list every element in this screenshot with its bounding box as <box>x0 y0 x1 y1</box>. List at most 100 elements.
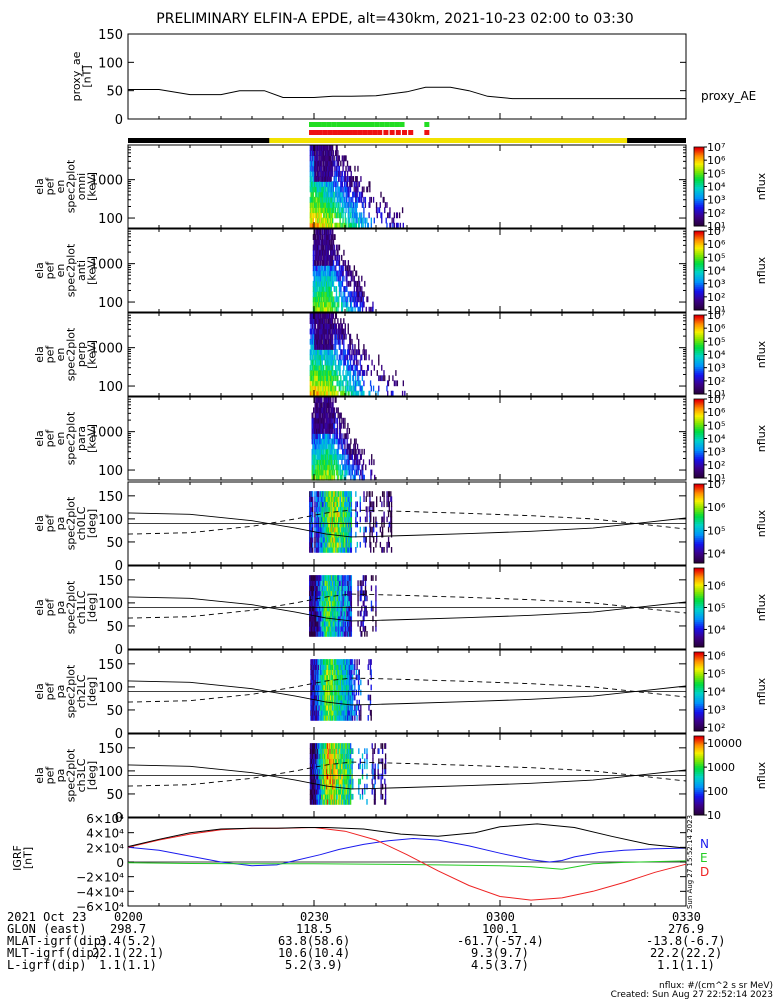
heatmap-cell <box>336 407 337 413</box>
heatmap-cell <box>335 187 336 193</box>
heatmap-cell <box>334 439 335 445</box>
heatmap-cell <box>340 355 341 361</box>
heatmap-cell <box>340 161 341 167</box>
heatmap-cell <box>345 601 346 607</box>
heatmap-cell <box>370 547 371 553</box>
heatmap-cell <box>331 239 332 245</box>
heatmap-cell <box>377 370 378 376</box>
heatmap-cell <box>335 449 336 455</box>
ytick-label: 50 <box>106 536 123 551</box>
heatmap-cell <box>313 407 314 413</box>
heatmap-cell <box>338 501 339 507</box>
heatmap-cell <box>317 218 318 224</box>
heatmap-cell <box>338 491 339 497</box>
heatmap-cell <box>334 176 335 182</box>
heatmap-cell <box>319 365 320 371</box>
heatmap-cell <box>339 631 340 637</box>
heatmap-cell <box>361 355 362 361</box>
heatmap-cell <box>357 166 358 172</box>
science-flag-red <box>347 130 352 135</box>
heatmap-cell <box>362 464 363 470</box>
colorbar-tick-label: 10² <box>707 459 725 472</box>
heatmap-cell <box>333 155 334 161</box>
heatmap-cell <box>312 506 313 512</box>
heatmap-cell <box>349 349 350 355</box>
heatmap-cell <box>347 449 348 455</box>
heatmap-cell <box>313 250 314 256</box>
heatmap-cell <box>383 517 384 523</box>
heatmap-cell <box>320 229 321 235</box>
heatmap-cell <box>337 255 338 261</box>
heatmap-cell <box>342 296 343 302</box>
heatmap-cell <box>319 239 320 245</box>
heatmap-cell <box>380 542 381 548</box>
heatmap-cell <box>328 229 329 235</box>
heatmap-cell <box>322 181 323 187</box>
heatmap-cell <box>392 218 393 224</box>
heatmap-cell <box>345 380 346 386</box>
heatmap-cell <box>325 334 326 340</box>
heatmap-cell <box>344 418 345 424</box>
heatmap-cell <box>336 313 337 319</box>
heatmap-cell <box>325 318 326 324</box>
ae-tick-label: 50 <box>106 85 123 100</box>
heatmap-cell <box>348 212 349 218</box>
heatmap-cell <box>351 537 352 543</box>
heatmap-cell <box>397 212 398 218</box>
heatmap-cell <box>339 575 340 581</box>
heatmap-cell <box>339 606 340 612</box>
heatmap-cell <box>315 260 316 266</box>
heatmap-cell <box>368 212 369 218</box>
heatmap-cell <box>366 491 367 497</box>
heatmap-cell <box>346 375 347 381</box>
heatmap-cell <box>348 192 349 198</box>
heatmap-cell <box>332 229 333 235</box>
heatmap-cell <box>343 631 344 637</box>
colorbar-tick-label: 10⁶ <box>707 406 726 419</box>
heatmap-cell <box>310 334 311 340</box>
heatmap-cell <box>343 192 344 198</box>
heatmap-cell <box>360 527 361 533</box>
heatmap-cell <box>336 187 337 193</box>
heatmap-cell <box>321 212 322 218</box>
ytick-label: 0 <box>115 559 123 574</box>
heatmap-cell <box>351 181 352 187</box>
heatmap-cell <box>352 365 353 371</box>
heatmap-cell <box>343 271 344 277</box>
heatmap-cell <box>363 187 364 193</box>
heatmap-cell <box>311 349 312 355</box>
heatmap-cell <box>365 585 366 591</box>
heatmap-cell <box>362 375 363 381</box>
heatmap-cell <box>335 265 336 271</box>
heatmap-cell <box>321 402 322 408</box>
heatmap-cell <box>326 302 327 308</box>
heatmap-cell <box>332 349 333 355</box>
science-flag-green <box>321 122 326 127</box>
heatmap-cell <box>330 229 331 235</box>
heatmap-cell <box>339 176 340 182</box>
heatmap-cell <box>389 522 390 528</box>
heatmap-cell <box>320 433 321 439</box>
heatmap-cell <box>383 496 384 502</box>
heatmap-cell <box>342 444 343 450</box>
heatmap-cell <box>354 286 355 292</box>
heatmap-cell <box>337 271 338 277</box>
heatmap-cell <box>354 276 355 282</box>
heatmap-cell <box>314 522 315 528</box>
heatmap-cell <box>383 197 384 203</box>
heatmap-cell <box>311 375 312 381</box>
heatmap-cell <box>310 365 311 371</box>
heatmap-cell <box>382 547 383 553</box>
heatmap-cell <box>380 375 381 381</box>
heatmap-cell <box>389 501 390 507</box>
heatmap-cell <box>341 459 342 465</box>
heatmap-cell <box>325 271 326 277</box>
heatmap-cell <box>312 501 313 507</box>
heatmap-cell <box>374 218 375 224</box>
heatmap-cell <box>397 380 398 386</box>
heatmap-cell <box>378 360 379 366</box>
heatmap-cell <box>323 245 324 251</box>
heatmap-cell <box>355 491 356 497</box>
heatmap-cell <box>375 611 376 617</box>
heatmap-cell <box>345 370 346 376</box>
